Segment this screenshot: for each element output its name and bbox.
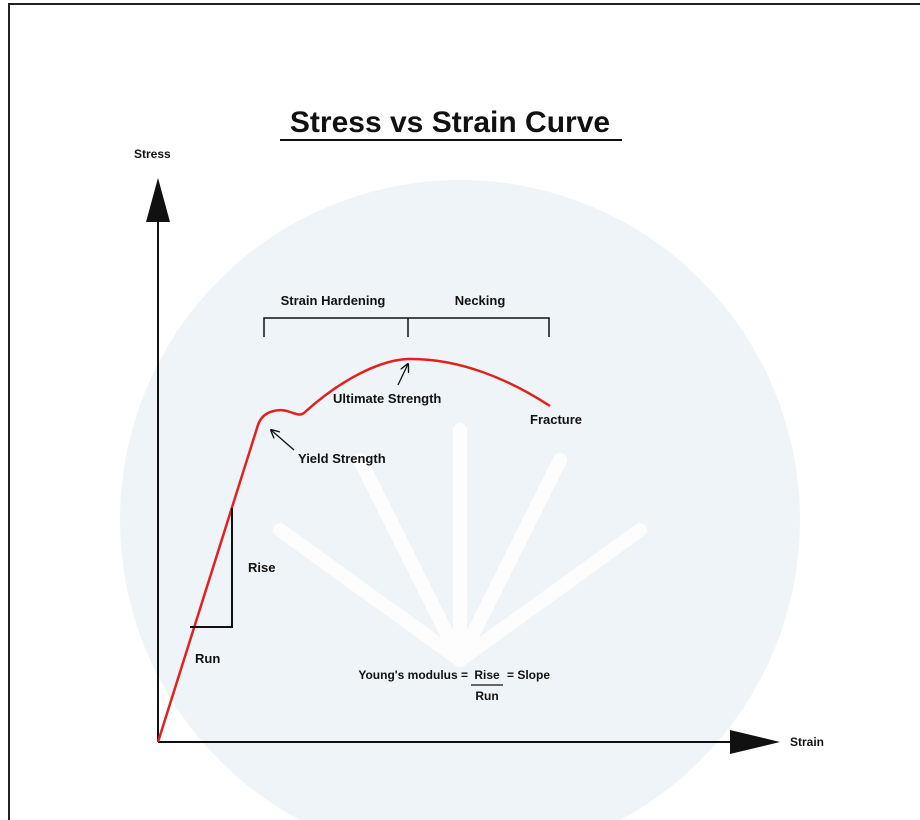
formula-denominator: Run xyxy=(475,689,498,703)
page: {"title": "Stress vs Strain Curve", "axe… xyxy=(0,0,920,820)
necking-label: Necking xyxy=(455,293,506,308)
y-axis-label: Stress xyxy=(134,147,171,161)
x-axis-label: Strain xyxy=(790,735,824,749)
ultimate-label: Ultimate Strength xyxy=(333,391,441,406)
run-label: Run xyxy=(195,651,220,666)
formula-lhs: Young's modulus = xyxy=(358,668,468,682)
title: Stress vs Strain Curve xyxy=(290,106,610,139)
fracture-label: Fracture xyxy=(530,412,582,427)
formula-rhs: = Slope xyxy=(507,668,550,682)
formula-numerator: Rise xyxy=(474,668,500,682)
rise-label: Rise xyxy=(248,560,275,575)
yield-label: Yield Strength xyxy=(298,451,386,466)
diagram: Stress vs Strain Curve Stress Strain Str… xyxy=(0,0,920,820)
strain-hardening-label: Strain Hardening xyxy=(281,293,386,308)
